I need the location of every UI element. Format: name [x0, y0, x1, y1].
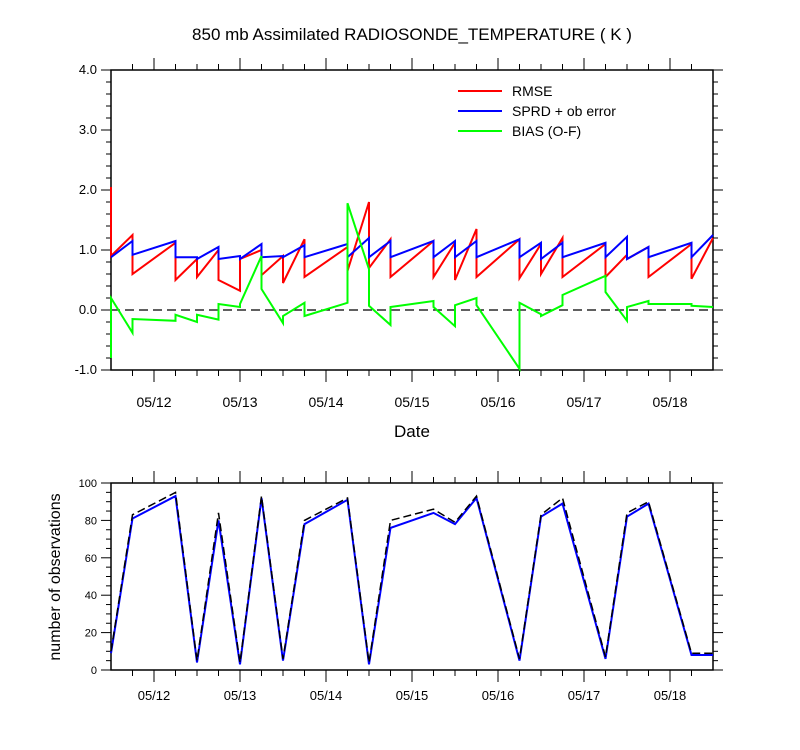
- x-tick-label: 05/13: [224, 688, 257, 703]
- x-tick-label: 05/18: [654, 688, 687, 703]
- x-tick-label: 05/17: [568, 688, 601, 703]
- y-tick-label: 1.0: [79, 242, 97, 257]
- y-tick-label: 100: [79, 478, 97, 490]
- y-tick-label: 3.0: [79, 122, 97, 137]
- legend-label: BIAS (O-F): [512, 123, 581, 139]
- top-chart: -1.0 0.0 1.0 2.0 3.0 4.0 05/12 05/13 05/14 05/15 0…: [75, 58, 723, 410]
- y-tick-label: 0: [91, 665, 97, 677]
- x-tick-label: 05/12: [136, 394, 171, 410]
- series-line-rmse: [110, 187, 714, 293]
- bottom-chart: 0 20 40 60 80 100 05/12 05/13 05/14 05/15 05/16 05/…: [79, 471, 723, 703]
- x-tick-label: 05/16: [482, 688, 515, 703]
- y-tick-label: 20: [85, 628, 97, 640]
- x-tick-label: 05/14: [310, 688, 343, 703]
- y-axis-label-observations: number of observations: [47, 493, 64, 660]
- y-tick-label: -1.0: [75, 362, 97, 377]
- legend-label: SPRD + ob error: [512, 103, 616, 119]
- x-tick-label: 05/18: [652, 394, 687, 410]
- y-tick-label: 40: [85, 590, 97, 602]
- x-tick-label: 05/12: [138, 688, 171, 703]
- series-line-bias-o-f: [110, 202, 714, 373]
- plot-frame: [110, 69, 714, 371]
- plot-frame: [110, 482, 714, 671]
- y-tick-label: 2.0: [79, 182, 97, 197]
- x-tick-label: 05/15: [396, 688, 429, 703]
- x-tick-label: 05/15: [394, 394, 429, 410]
- legend-label: RMSE: [512, 83, 552, 99]
- y-tick-label: 0.0: [79, 302, 97, 317]
- series-line-sprd-ob-error: [110, 234, 714, 262]
- x-tick-label: 05/14: [308, 394, 343, 410]
- x-axis-label: Date: [394, 422, 430, 441]
- y-tick-label: 80: [85, 515, 97, 527]
- x-tick-label: 05/16: [480, 394, 515, 410]
- y-tick-label: 60: [85, 553, 97, 565]
- y-tick-label: 4.0: [79, 62, 97, 77]
- x-tick-label: 05/13: [222, 394, 257, 410]
- chart-title: 850 mb Assimilated RADIOSONDE_TEMPERATUR…: [192, 25, 632, 44]
- x-tick-label: 05/17: [566, 394, 601, 410]
- series-line-used: [110, 494, 713, 665]
